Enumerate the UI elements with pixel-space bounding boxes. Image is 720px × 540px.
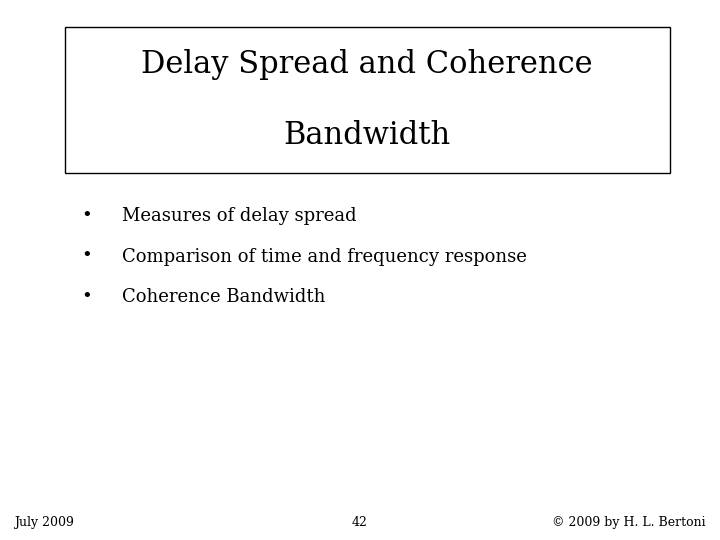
Text: •: • [81, 247, 91, 266]
Text: July 2009: July 2009 [14, 516, 74, 529]
Text: 42: 42 [352, 516, 368, 529]
FancyBboxPatch shape [65, 27, 670, 173]
Text: Bandwidth: Bandwidth [284, 119, 451, 151]
Text: •: • [81, 288, 91, 306]
Text: Coherence Bandwidth: Coherence Bandwidth [122, 288, 325, 306]
Text: •: • [81, 207, 91, 225]
Text: Measures of delay spread: Measures of delay spread [122, 207, 357, 225]
Text: Delay Spread and Coherence: Delay Spread and Coherence [141, 49, 593, 80]
Text: Comparison of time and frequency response: Comparison of time and frequency respons… [122, 247, 527, 266]
Text: © 2009 by H. L. Bertoni: © 2009 by H. L. Bertoni [552, 516, 706, 529]
